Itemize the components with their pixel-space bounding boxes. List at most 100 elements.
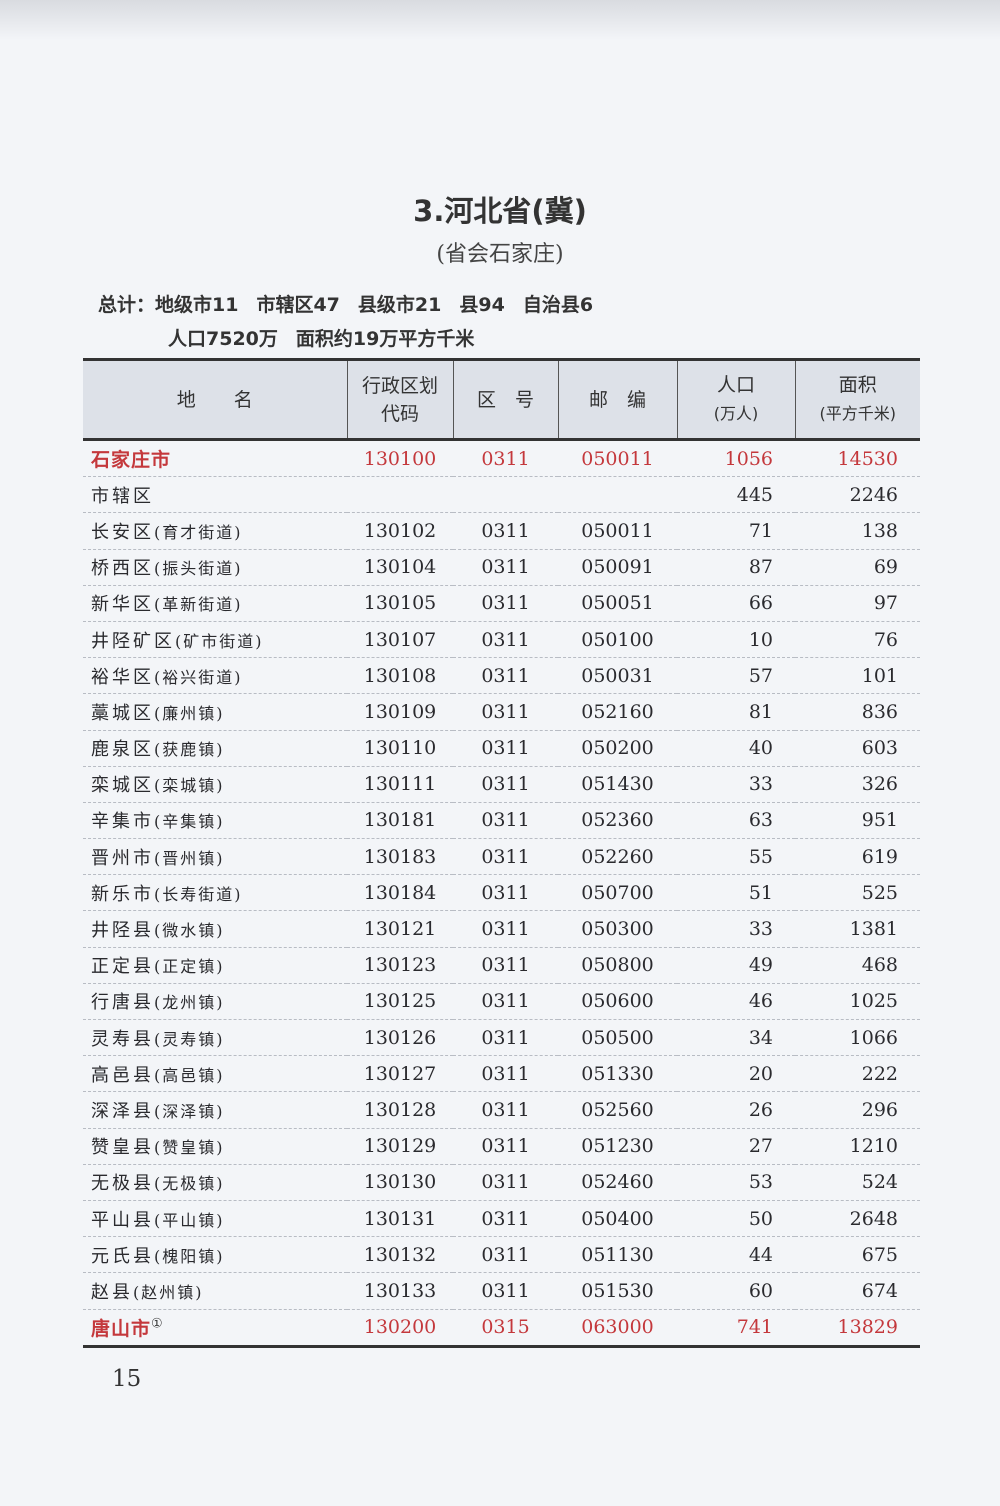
cell-population: 27 <box>677 1128 795 1165</box>
cell-code: 130105 <box>347 585 453 622</box>
cell-name: 石家庄市 <box>83 439 347 478</box>
table-row: 高邑县(高邑镇) 130127 0311 051330 20 222 <box>83 1055 920 1093</box>
cell-postal: 052360 <box>558 802 677 840</box>
cell-population: 49 <box>677 947 795 984</box>
cell-population: 60 <box>677 1272 795 1310</box>
summary-item: 市辖区47 <box>256 294 340 316</box>
cell-name: 栾城区(栾城镇) <box>83 766 347 803</box>
table-row: 平山县(平山镇) 130131 0311 050400 50 2648 <box>83 1200 920 1238</box>
cell-population: 741 <box>677 1309 795 1348</box>
cell-population: 33 <box>677 766 795 803</box>
cell-name: 行唐县(龙州镇) <box>83 983 347 1021</box>
cell-name: 晋州市(晋州镇) <box>83 838 347 876</box>
cell-name: 深泽县(深泽镇) <box>83 1091 347 1129</box>
table-row: 长安区(育才街道) 130102 0311 050011 71 138 <box>83 512 920 550</box>
cell-population: 26 <box>677 1091 795 1129</box>
header-pop-line2: (万人) <box>713 404 759 423</box>
place-name: 栾城区 <box>91 775 154 797</box>
cell-population: 40 <box>677 730 795 767</box>
seat-name: (高邑镇) <box>154 1065 225 1085</box>
seat-name: (廉州镇) <box>154 703 225 723</box>
cell-postal: 051130 <box>558 1236 677 1274</box>
seat-name: (正定镇) <box>154 957 225 977</box>
place-name: 无极县 <box>91 1173 154 1195</box>
table-row: 藁城区(廉州镇) 130109 0311 052160 81 836 <box>83 693 920 731</box>
header-area-line2: (平方千米) <box>819 404 897 423</box>
cell-area: 76 <box>795 621 920 659</box>
cell-code: 130133 <box>347 1272 453 1310</box>
place-name: 行唐县 <box>91 992 154 1014</box>
cell-name: 桥西区(振头街道) <box>83 549 347 586</box>
seat-name: (微水镇) <box>154 921 225 941</box>
cell-code: 130111 <box>347 766 453 803</box>
seat-name: (无极镇) <box>154 1174 225 1194</box>
cell-name: 新华区(革新街道) <box>83 585 347 622</box>
cell-area-code: 0311 <box>453 1272 558 1310</box>
scan-edge <box>0 0 1000 40</box>
cell-population: 57 <box>677 657 795 695</box>
place-name: 石家庄市 <box>91 449 172 472</box>
cell-area-code: 0315 <box>453 1309 558 1348</box>
cell-population: 10 <box>677 621 795 659</box>
cell-code: 130109 <box>347 693 453 731</box>
header-area-code: 区 号 <box>452 359 558 440</box>
cell-postal: 050300 <box>558 910 677 948</box>
cell-postal: 051530 <box>558 1272 677 1310</box>
table-row: 赞皇县(赞皇镇) 130129 0311 051230 27 1210 <box>83 1128 920 1165</box>
cell-postal: 052460 <box>558 1164 677 1201</box>
cell-area: 603 <box>795 730 920 767</box>
cell-area-code: 0311 <box>453 439 558 478</box>
header-code: 行政区划 代码 <box>346 359 453 440</box>
place-name: 平山县 <box>91 1209 154 1231</box>
cell-postal: 050051 <box>558 585 677 622</box>
place-name: 鹿泉区 <box>91 739 154 761</box>
table-row: 辛集市(辛集镇) 130181 0311 052360 63 951 <box>83 802 920 840</box>
cell-area-code: 0311 <box>453 766 558 803</box>
table-row: 无极县(无极镇) 130130 0311 052460 53 524 <box>83 1164 920 1201</box>
place-name: 桥西区 <box>91 558 154 580</box>
place-name: 裕华区 <box>91 666 154 688</box>
seat-name: (裕兴街道) <box>154 667 243 687</box>
cell-population: 71 <box>677 512 795 550</box>
table-row: 市辖区 445 2246 <box>83 476 920 514</box>
cell-postal: 050700 <box>558 874 677 912</box>
cell-postal: 050200 <box>558 730 677 767</box>
summary-item: 县级市21 <box>357 294 442 316</box>
cell-area-code: 0311 <box>453 983 558 1021</box>
header-population: 人口 (万人) <box>676 359 795 440</box>
cell-population: 20 <box>677 1055 795 1093</box>
summary-item: 人口7520万 <box>168 328 278 350</box>
cell-name: 井陉矿区(矿市街道) <box>83 621 347 659</box>
place-name: 深泽县 <box>91 1100 154 1122</box>
place-name: 井陉矿区 <box>91 630 175 652</box>
seat-name: (槐阳镇) <box>154 1246 225 1266</box>
page-subtitle: (省会石家庄) <box>436 242 564 267</box>
place-name: 井陉县 <box>91 920 154 942</box>
cell-population: 50 <box>677 1200 795 1238</box>
summary-line-1: 总计：地级市11 市辖区47 县级市21 县94 自治县6 <box>98 288 611 322</box>
cell-area-code: 0311 <box>453 621 558 659</box>
cell-code: 130184 <box>347 874 453 912</box>
seat-name: (振头街道) <box>154 559 243 579</box>
cell-population: 63 <box>677 802 795 840</box>
cell-code: 130183 <box>347 838 453 876</box>
cell-postal: 052260 <box>558 838 677 876</box>
summary-line-2: 人口7520万 面积约19万平方千米 <box>98 322 611 356</box>
cell-area: 1025 <box>795 983 920 1021</box>
cell-area-code: 0311 <box>453 1019 558 1057</box>
cell-postal: 050600 <box>558 983 677 1021</box>
summary-item: 自治县6 <box>522 294 594 316</box>
cell-area: 101 <box>795 657 920 695</box>
cell-population: 51 <box>677 874 795 912</box>
cell-area: 2648 <box>795 1200 920 1238</box>
page-number: 15 <box>112 1366 142 1392</box>
cell-name: 市辖区 <box>83 476 347 514</box>
cell-postal: 050800 <box>558 947 677 984</box>
cell-area: 97 <box>795 585 920 622</box>
cell-area-code: 0311 <box>453 1236 558 1274</box>
cell-postal <box>558 476 677 514</box>
cell-name: 藁城区(廉州镇) <box>83 693 347 731</box>
place-name: 灵寿县 <box>91 1028 154 1050</box>
cell-name: 无极县(无极镇) <box>83 1164 347 1201</box>
cell-code <box>347 476 453 514</box>
